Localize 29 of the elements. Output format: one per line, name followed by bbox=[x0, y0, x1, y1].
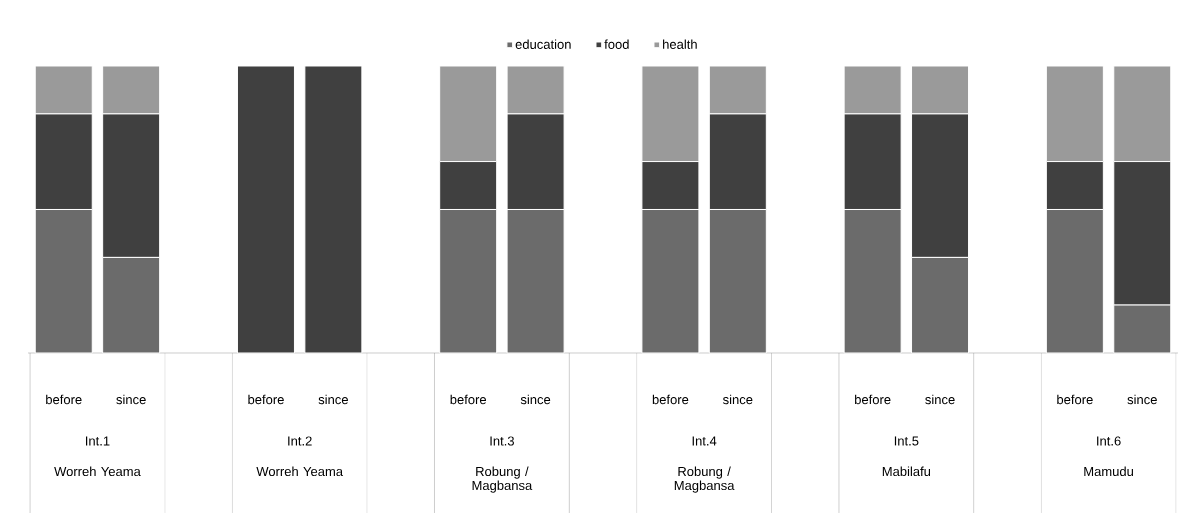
legend-label: food bbox=[604, 39, 629, 49]
x-tick-label: before bbox=[450, 394, 487, 405]
text: Robung / Magbansa bbox=[674, 466, 735, 493]
text: Mamudu bbox=[1084, 466, 1133, 477]
x-tick-label: before bbox=[1057, 394, 1093, 405]
x-tick-label: before bbox=[46, 394, 82, 405]
text: Int.4 bbox=[692, 436, 717, 446]
bar bbox=[304, 65, 363, 354]
x-tick-label: since bbox=[318, 394, 348, 405]
x-tick-label: since bbox=[723, 394, 753, 405]
text: Int.2 bbox=[288, 436, 312, 446]
bar bbox=[236, 65, 295, 354]
legend-label: health bbox=[663, 39, 697, 49]
x-tick-label: since bbox=[925, 394, 955, 405]
legend-label: education bbox=[515, 39, 571, 49]
x-tick-label: since bbox=[116, 394, 146, 405]
text: Mabilafu bbox=[882, 466, 931, 477]
text: Robung / Magbansa bbox=[472, 466, 533, 493]
x-tick-label: before bbox=[855, 394, 891, 405]
x-tick-label: before bbox=[248, 394, 284, 405]
text: Worreh Yeama bbox=[256, 466, 344, 477]
text: Int.3 bbox=[490, 436, 514, 446]
x-tick-label: before bbox=[652, 394, 689, 405]
x-tick-label: since bbox=[1127, 394, 1157, 405]
text: Int.5 bbox=[894, 436, 919, 446]
text: Worreh Yeama bbox=[54, 466, 141, 477]
x-tick-label: since bbox=[520, 394, 551, 405]
text: Int.6 bbox=[1097, 436, 1121, 446]
text: Int.1 bbox=[86, 436, 110, 446]
